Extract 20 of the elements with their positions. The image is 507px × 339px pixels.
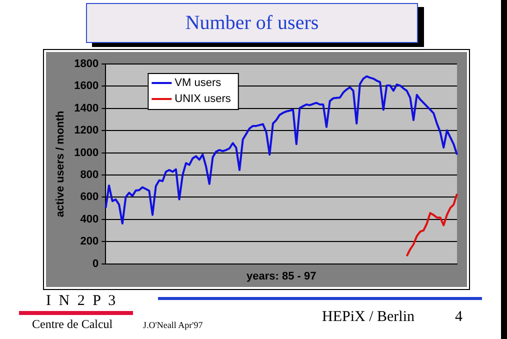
- y-tick-label: 800: [80, 169, 99, 182]
- y-tick-label: 0: [92, 258, 99, 270]
- x-axis-title: years: 85 - 97: [246, 270, 316, 282]
- text: 4: [455, 309, 462, 326]
- text: HEPiX / Berlin: [322, 309, 414, 326]
- text: Centre de Calcul: [32, 317, 113, 332]
- y-tick-label: 1600: [74, 80, 99, 92]
- y-tick-label: 400: [80, 213, 99, 226]
- text: J.O'Neall Apr'97: [143, 320, 203, 330]
- legend-label: VM users: [174, 77, 222, 90]
- y-tick-label: 1200: [74, 124, 99, 137]
- y-tick-label: 200: [80, 236, 99, 248]
- chart-title: Number of users: [86, 3, 418, 43]
- y-tick-label: 600: [80, 191, 99, 204]
- text: I N 2 P 3: [46, 293, 118, 310]
- legend-label: UNIX users: [174, 93, 232, 106]
- y-axis-title: active users / month: [54, 110, 67, 218]
- y-tick-label: 1400: [74, 102, 99, 114]
- y-tick-label: 1000: [74, 146, 99, 159]
- y-tick-label: 1800: [74, 58, 99, 70]
